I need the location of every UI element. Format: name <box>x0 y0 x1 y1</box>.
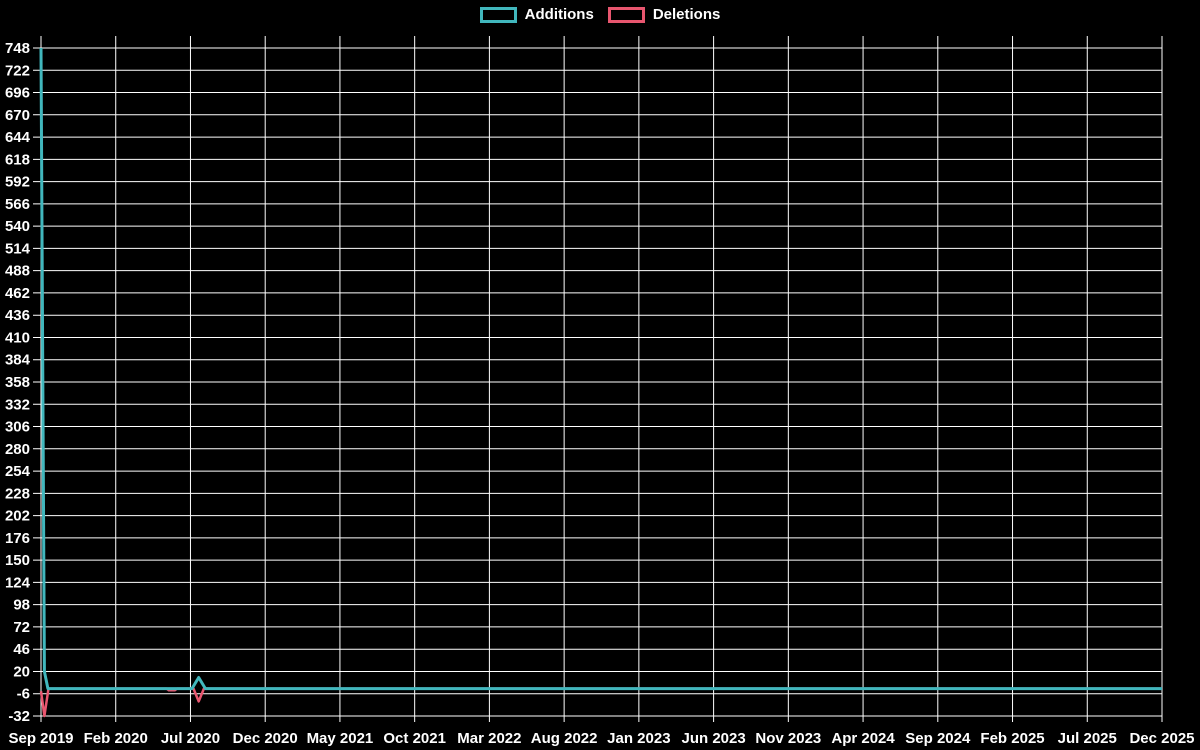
x-tick-label: Sep 2024 <box>905 730 971 747</box>
x-tick-label: Jul 2020 <box>161 730 220 747</box>
x-tick-label: Mar 2022 <box>457 730 521 747</box>
y-tick-label: 618 <box>5 151 30 168</box>
x-tick-label: Dec 2020 <box>233 730 298 747</box>
y-tick-label: 722 <box>5 62 30 79</box>
y-tick-label: 696 <box>5 85 30 102</box>
y-tick-label: 46 <box>13 641 30 658</box>
x-tick-label: Feb 2020 <box>84 730 148 747</box>
x-tick-label: Nov 2023 <box>755 730 821 747</box>
x-tick-label: Jun 2023 <box>681 730 745 747</box>
deletions-line <box>39 687 1162 718</box>
y-tick-label: 410 <box>5 329 30 346</box>
x-tick-label: May 2021 <box>307 730 374 747</box>
y-tick-label: 566 <box>5 196 30 213</box>
x-tick-label: Aug 2022 <box>531 730 598 747</box>
y-tick-label: 644 <box>5 129 31 146</box>
y-tick-label: 202 <box>5 508 30 525</box>
y-tick-label: 748 <box>5 40 30 57</box>
y-tick-label: 514 <box>5 240 31 257</box>
legend-label-deletions: Deletions <box>652 6 721 23</box>
y-tick-label: 176 <box>5 530 30 547</box>
legend-label-additions: Additions <box>524 6 594 23</box>
y-tick-label: 540 <box>5 218 30 235</box>
x-tick-label: Apr 2024 <box>831 730 895 747</box>
y-tick-label: 124 <box>5 574 31 591</box>
x-tick-label: Dec 2025 <box>1129 730 1194 747</box>
y-tick-label: 98 <box>13 597 30 614</box>
y-tick-label: 72 <box>13 619 30 636</box>
x-tick-label: Feb 2025 <box>980 730 1044 747</box>
deletions-swatch-icon <box>607 6 645 23</box>
y-tick-label: -6 <box>17 686 30 703</box>
y-tick-label: 150 <box>5 552 30 569</box>
y-tick-label: 254 <box>5 463 31 480</box>
additions-line <box>39 47 1162 691</box>
y-tick-label: 462 <box>5 285 30 302</box>
y-tick-label: 306 <box>5 419 30 436</box>
y-tick-label: 228 <box>5 485 30 502</box>
y-tick-label: 436 <box>5 307 30 324</box>
chart-legend: Additions Deletions <box>0 6 1200 23</box>
y-tick-label: -32 <box>8 708 30 725</box>
y-tick-label: 384 <box>5 352 31 369</box>
additions-swatch-icon <box>479 6 517 23</box>
y-tick-label: 488 <box>5 263 30 280</box>
x-tick-label: Oct 2021 <box>383 730 446 747</box>
x-tick-label: Jul 2025 <box>1058 730 1117 747</box>
x-tick-label: Sep 2019 <box>8 730 73 747</box>
y-tick-label: 592 <box>5 174 30 191</box>
y-tick-label: 20 <box>13 663 30 680</box>
x-tick-label: Jan 2023 <box>607 730 670 747</box>
legend-item-deletions[interactable]: Deletions <box>607 6 721 23</box>
y-tick-label: 332 <box>5 396 30 413</box>
y-tick-label: 280 <box>5 441 30 458</box>
legend-item-additions[interactable]: Additions <box>479 6 594 23</box>
y-tick-label: 358 <box>5 374 30 391</box>
y-tick-label: 670 <box>5 107 30 124</box>
